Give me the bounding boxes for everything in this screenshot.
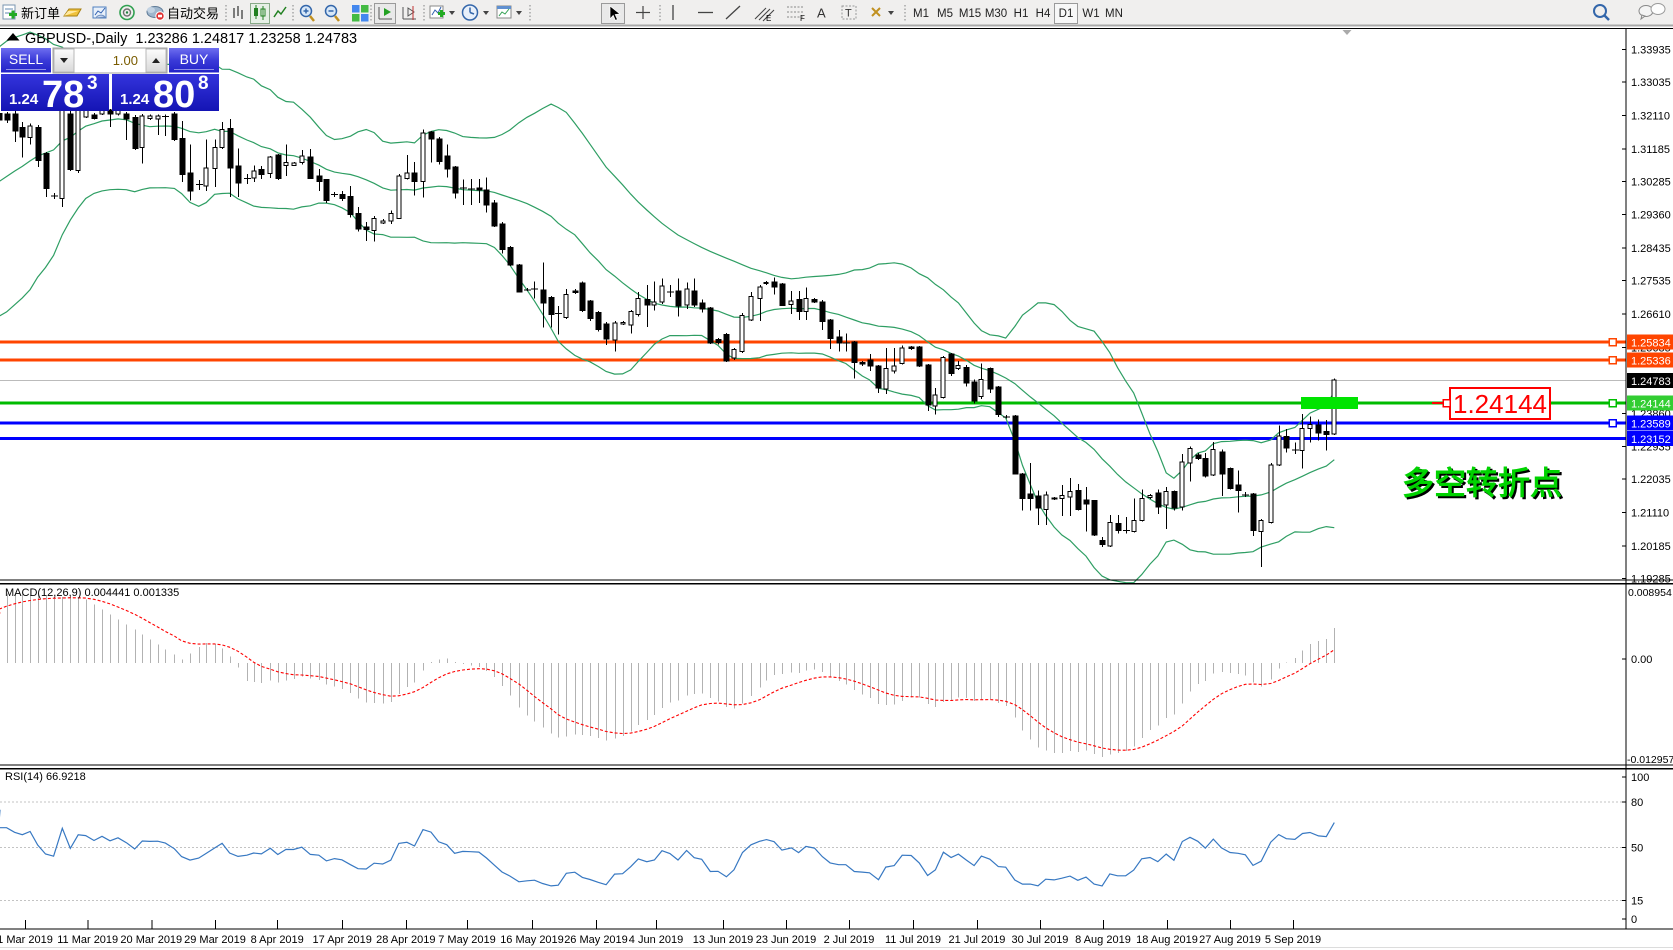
svg-text:GBPUSD-,Daily 1.23286 1.24817: GBPUSD-,Daily 1.23286 1.24817 1.23258 1.… [25, 31, 357, 47]
svg-text:1.20185: 1.20185 [1631, 541, 1671, 553]
svg-text:80: 80 [153, 74, 195, 116]
svg-text:A: A [817, 6, 826, 21]
svg-text:27 Aug 2019: 27 Aug 2019 [1199, 934, 1261, 946]
svg-text:1.25834: 1.25834 [1631, 338, 1671, 350]
svg-text:1.25336: 1.25336 [1631, 356, 1671, 368]
svg-text:8: 8 [198, 73, 209, 94]
svg-text:多空转折点: 多空转折点 [1402, 465, 1562, 501]
svg-text:W1: W1 [1082, 8, 1099, 20]
svg-text:11 Jul 2019: 11 Jul 2019 [885, 934, 941, 946]
svg-text:D1: D1 [1059, 8, 1074, 20]
svg-text:1.32110: 1.32110 [1631, 110, 1670, 122]
svg-text:1.24144: 1.24144 [1631, 399, 1671, 411]
svg-text:1.26610: 1.26610 [1631, 309, 1671, 321]
svg-text:1.21110: 1.21110 [1631, 508, 1669, 520]
svg-text:1 Mar 2019: 1 Mar 2019 [0, 934, 53, 946]
svg-text:H4: H4 [1036, 8, 1051, 20]
svg-text:SELL: SELL [9, 51, 43, 67]
svg-text:E: E [766, 14, 771, 23]
svg-text:自动交易: 自动交易 [167, 6, 219, 21]
svg-text:F: F [800, 14, 805, 23]
svg-text:8 Apr 2019: 8 Apr 2019 [251, 934, 304, 946]
svg-text:T: T [845, 8, 852, 20]
svg-text:M1: M1 [913, 8, 929, 20]
svg-text:0.00: 0.00 [1631, 654, 1652, 666]
svg-text:18 Aug 2019: 18 Aug 2019 [1136, 934, 1198, 946]
svg-text:30 Jul 2019: 30 Jul 2019 [1012, 934, 1069, 946]
svg-text:1.24: 1.24 [9, 91, 39, 108]
svg-text:1.24144: 1.24144 [1453, 389, 1547, 419]
svg-text:1.23589: 1.23589 [1631, 419, 1671, 431]
svg-text:1.33935: 1.33935 [1631, 45, 1671, 57]
svg-text:1.24: 1.24 [120, 91, 150, 108]
svg-text:23 Jun 2019: 23 Jun 2019 [756, 934, 817, 946]
svg-text:1.31185: 1.31185 [1631, 144, 1670, 156]
svg-text:0: 0 [1631, 914, 1637, 926]
svg-text:M5: M5 [937, 8, 953, 20]
svg-text:新订单: 新订单 [21, 6, 60, 21]
svg-text:50: 50 [1631, 843, 1643, 855]
svg-text:1.29360: 1.29360 [1631, 210, 1671, 222]
svg-text:MN: MN [1105, 8, 1123, 20]
svg-text:29 Mar 2019: 29 Mar 2019 [184, 934, 246, 946]
svg-text:1.30285: 1.30285 [1631, 176, 1671, 188]
svg-text:1.22035: 1.22035 [1631, 474, 1671, 486]
svg-text:1.00: 1.00 [113, 53, 138, 68]
svg-text:M15: M15 [959, 8, 981, 20]
svg-text:11 Mar 2019: 11 Mar 2019 [57, 934, 118, 946]
svg-text:8 Aug 2019: 8 Aug 2019 [1075, 934, 1131, 946]
svg-text:2 Jul 2019: 2 Jul 2019 [824, 934, 875, 946]
svg-text:RSI(14) 66.9218: RSI(14) 66.9218 [5, 771, 86, 783]
svg-text:多空转折点: 多空转折点 [1404, 467, 1564, 503]
svg-text:16 May 2019: 16 May 2019 [500, 934, 564, 946]
svg-text:3: 3 [87, 73, 98, 94]
svg-text:80: 80 [1631, 797, 1643, 809]
svg-text:-0.012957: -0.012957 [1627, 754, 1673, 766]
svg-text:1.28435: 1.28435 [1631, 243, 1671, 255]
svg-text:7 May 2019: 7 May 2019 [438, 934, 495, 946]
svg-text:5 Sep 2019: 5 Sep 2019 [1265, 934, 1321, 946]
svg-text:78: 78 [42, 74, 84, 116]
svg-text:MACD(12,26,9) 0.004441 0.00133: MACD(12,26,9) 0.004441 0.001335 [5, 587, 179, 599]
svg-text:17 Apr 2019: 17 Apr 2019 [313, 934, 372, 946]
svg-text:M30: M30 [985, 8, 1007, 20]
svg-text:1.19285: 1.19285 [1631, 574, 1671, 586]
svg-text:1.33035: 1.33035 [1631, 77, 1671, 89]
svg-text:28 Apr 2019: 28 Apr 2019 [376, 934, 435, 946]
svg-text:15: 15 [1631, 896, 1643, 908]
svg-text:100: 100 [1631, 772, 1649, 784]
svg-text:21 Jul 2019: 21 Jul 2019 [949, 934, 1006, 946]
svg-text:1.27535: 1.27535 [1631, 276, 1671, 288]
svg-text:0.008954: 0.008954 [1628, 587, 1672, 599]
svg-text:1.23152: 1.23152 [1631, 434, 1671, 446]
svg-text:1.24783: 1.24783 [1631, 376, 1671, 388]
svg-text:26 May 2019: 26 May 2019 [564, 934, 628, 946]
svg-text:20 Mar 2019: 20 Mar 2019 [120, 934, 182, 946]
svg-text:H1: H1 [1014, 8, 1029, 20]
svg-text:13 Jun 2019: 13 Jun 2019 [693, 934, 754, 946]
svg-text:BUY: BUY [180, 51, 209, 67]
svg-text:4 Jun 2019: 4 Jun 2019 [629, 934, 683, 946]
